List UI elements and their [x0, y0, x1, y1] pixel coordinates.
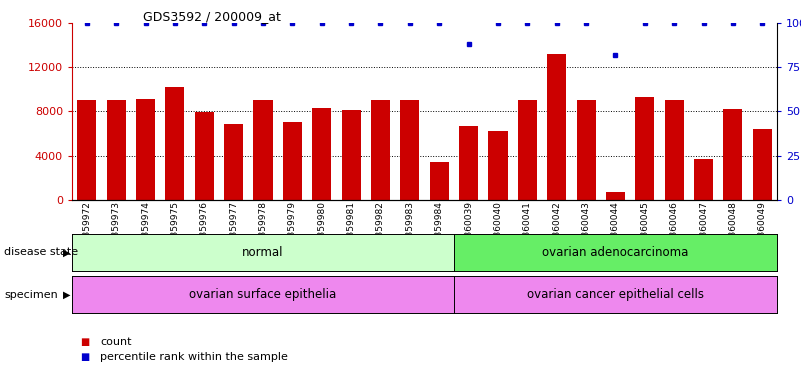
Text: specimen: specimen	[4, 290, 58, 300]
Bar	[195, 113, 214, 200]
Bar	[606, 192, 625, 200]
Text: count: count	[100, 337, 131, 347]
Text: ▶: ▶	[62, 290, 70, 300]
Bar	[635, 97, 654, 200]
Bar	[489, 131, 508, 200]
Bar	[371, 100, 390, 200]
Text: normal: normal	[242, 246, 284, 259]
Bar	[341, 110, 360, 200]
Bar	[77, 100, 96, 200]
Bar	[400, 100, 420, 200]
Bar	[517, 100, 537, 200]
Bar	[283, 122, 302, 200]
Bar	[136, 99, 155, 200]
Text: disease state: disease state	[4, 247, 78, 258]
Bar	[753, 129, 772, 200]
Text: ■: ■	[80, 337, 90, 347]
Bar	[547, 54, 566, 200]
Bar	[312, 108, 332, 200]
Bar	[429, 162, 449, 200]
Text: GDS3592 / 200009_at: GDS3592 / 200009_at	[143, 10, 280, 23]
Bar	[224, 124, 244, 200]
Bar	[694, 159, 713, 200]
Bar	[723, 109, 743, 200]
Text: ■: ■	[80, 352, 90, 362]
Text: percentile rank within the sample: percentile rank within the sample	[100, 352, 288, 362]
Bar	[165, 87, 184, 200]
Bar	[577, 100, 596, 200]
Text: ovarian surface epithelia: ovarian surface epithelia	[189, 288, 336, 301]
Bar	[253, 100, 272, 200]
Text: ovarian cancer epithelial cells: ovarian cancer epithelial cells	[527, 288, 704, 301]
Text: ▶: ▶	[62, 247, 70, 258]
Bar	[107, 100, 126, 200]
Text: ovarian adenocarcinoma: ovarian adenocarcinoma	[542, 246, 689, 259]
Bar	[459, 126, 478, 200]
Bar	[665, 100, 684, 200]
